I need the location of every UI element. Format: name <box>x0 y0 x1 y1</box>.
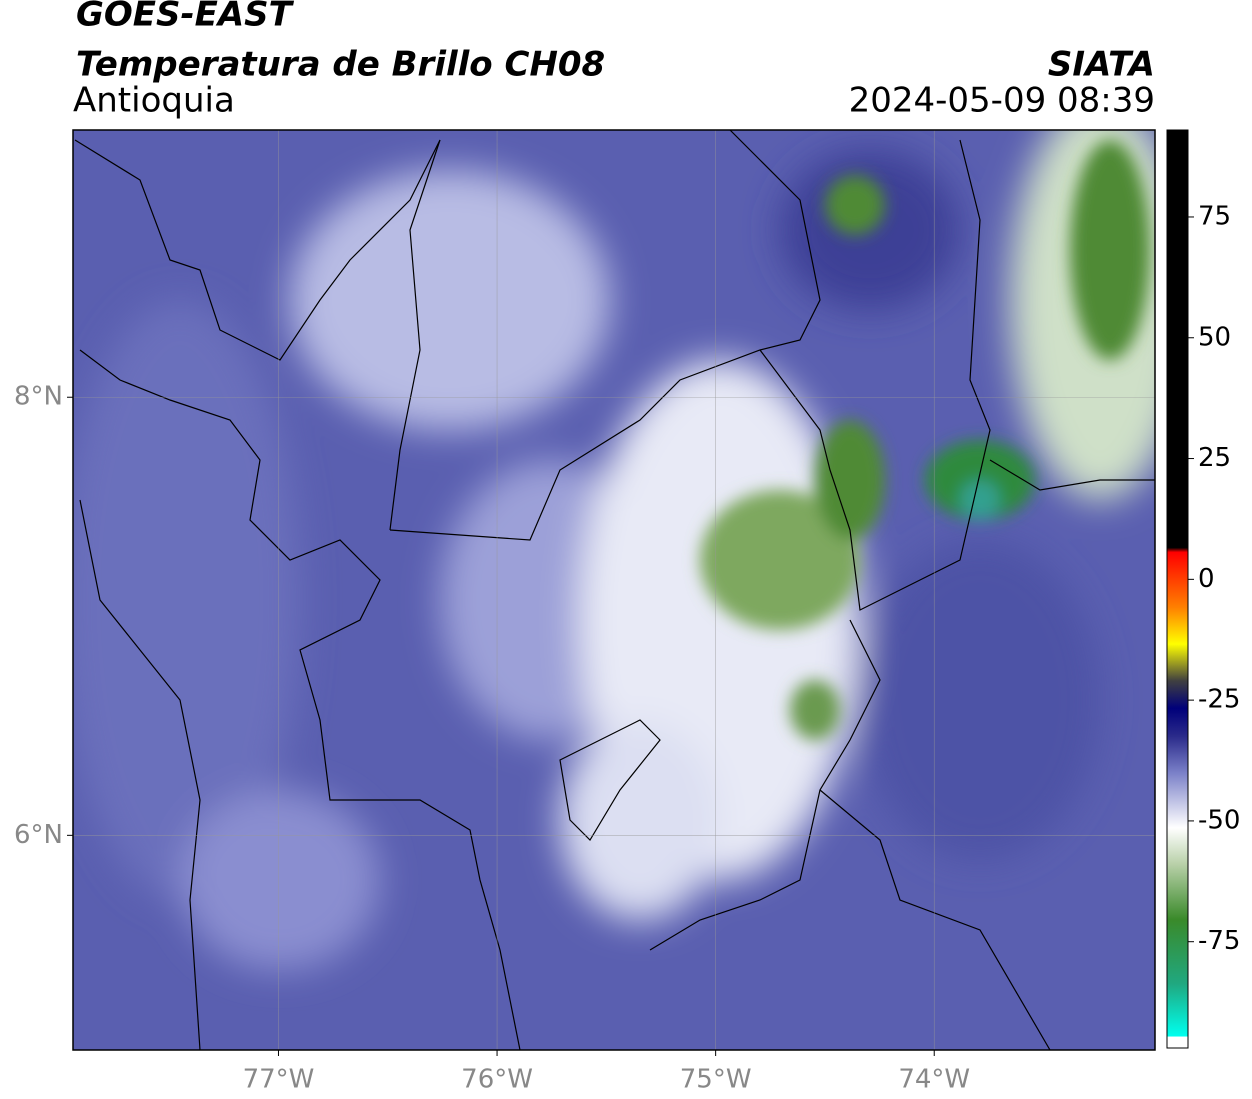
colorbar-tick-label: 0 <box>1198 564 1215 594</box>
colorbar-tick-label: -25 <box>1198 685 1240 715</box>
satellite-image <box>73 130 1155 1050</box>
x-tick-label: 74°W <box>898 1065 970 1095</box>
map-frame <box>72 129 1156 1051</box>
x-tick-label: 75°W <box>680 1065 752 1095</box>
y-tick-label: 8°N <box>14 382 63 412</box>
colorbar-tick-label: 25 <box>1198 443 1231 473</box>
source: SIATA <box>1048 45 1155 85</box>
x-tick-label: 76°W <box>461 1065 533 1095</box>
colorbar-tick-label: -50 <box>1198 805 1240 835</box>
title: GOES-EAST <box>76 0 295 35</box>
x-tick-label: 77°W <box>243 1065 315 1095</box>
y-tick-label: 6°N <box>14 820 63 850</box>
datetime: 2024-05-09 08:39 <box>849 81 1155 121</box>
region: Antioquia <box>73 81 235 121</box>
colorbar <box>1166 129 1189 1049</box>
colorbar-tick-label: 75 <box>1198 201 1231 231</box>
colorbar-tick-label: -75 <box>1198 926 1240 956</box>
colorbar-tick-label: 50 <box>1198 322 1231 352</box>
subtitle: Temperatura de Brillo CH08 <box>76 45 605 85</box>
